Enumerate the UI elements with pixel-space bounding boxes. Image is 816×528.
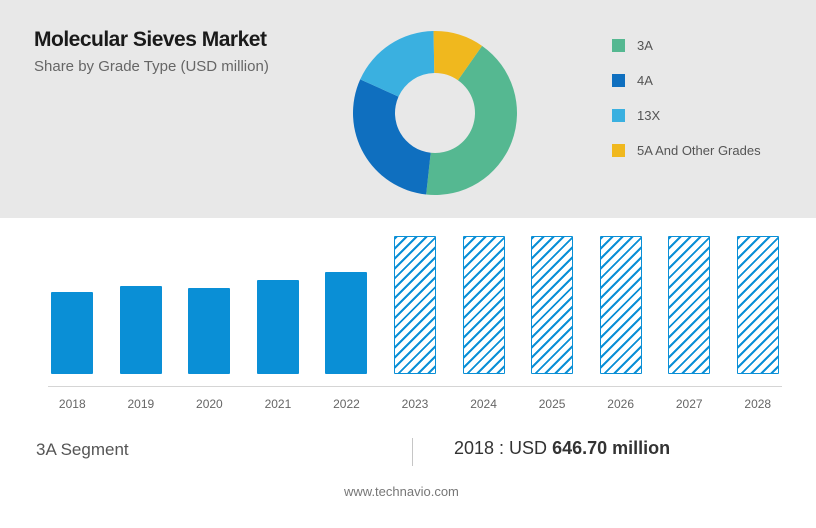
legend-item: 4A [612,73,761,88]
bars-row [48,236,782,374]
bar-column [48,292,97,374]
legend-label: 3A [637,38,653,53]
footer: 3A Segment 2018 : USD 646.70 million www… [0,408,816,528]
legend-label: 4A [637,73,653,88]
bar-actual [51,292,93,374]
bar-column [733,236,782,374]
value-block: 2018 : USD 646.70 million [454,438,670,459]
value-year: 2018 [454,438,494,458]
chart-title: Molecular Sieves Market [34,28,269,52]
bar-column [459,236,508,374]
legend-label: 13X [637,108,660,123]
bar-column [528,236,577,374]
bar-column [322,272,371,374]
legend-item: 13X [612,108,761,123]
donut-chart [340,18,530,213]
donut-slice [353,79,431,194]
title-block: Molecular Sieves Market Share by Grade T… [0,0,269,218]
bar-column [596,236,645,374]
bar-forecast [737,236,779,374]
bar-column [254,280,303,374]
bar-column [391,236,440,374]
segment-label: 3A Segment [36,440,129,460]
bar-column [665,236,714,374]
bar-forecast [668,236,710,374]
footer-divider [412,438,413,466]
legend-swatch [612,109,625,122]
legend-item: 3A [612,38,761,53]
legend-item: 5A And Other Grades [612,143,761,158]
legend-swatch [612,39,625,52]
bar-chart-section: 2018201920202021202220232024202520262027… [0,218,816,408]
bar-actual [120,286,162,374]
bar-actual [188,288,230,374]
legend-swatch [612,74,625,87]
bar-forecast [394,236,436,374]
source-link: www.technavio.com [344,484,459,499]
bar-forecast [600,236,642,374]
value-number: 646.70 [552,438,607,458]
legend: 3A 4A 13X 5A And Other Grades [612,38,761,178]
bar-forecast [463,236,505,374]
bar-column [185,288,234,374]
bar-actual [257,280,299,374]
value-suffix: million [607,438,670,458]
top-section: Molecular Sieves Market Share by Grade T… [0,0,816,218]
legend-label: 5A And Other Grades [637,143,761,158]
legend-swatch [612,144,625,157]
bar-column [117,286,166,374]
bar-forecast [531,236,573,374]
bar-actual [325,272,367,374]
value-prefix: : USD [494,438,552,458]
chart-subtitle: Share by Grade Type (USD million) [34,58,269,75]
